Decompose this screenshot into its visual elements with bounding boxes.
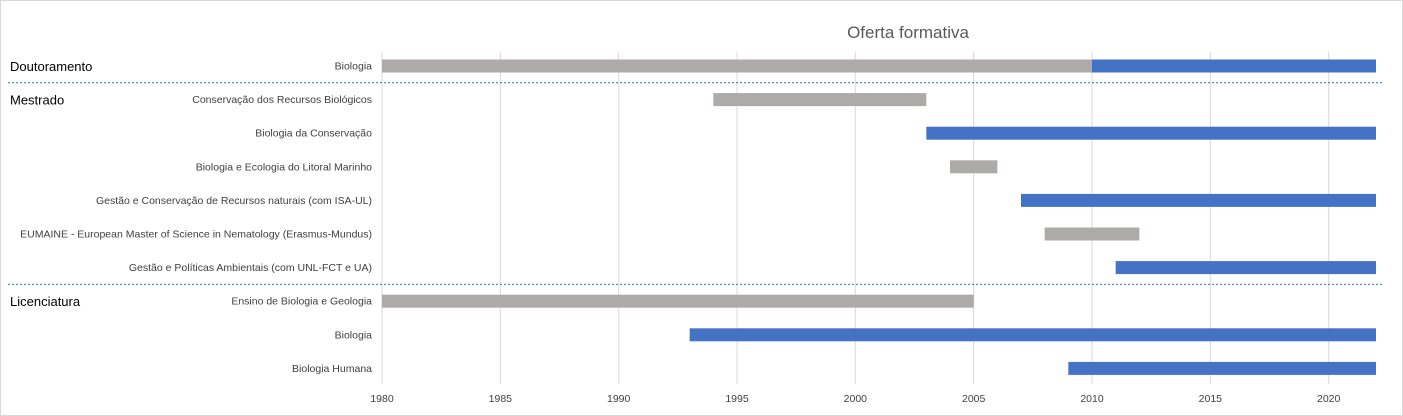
group-label: Mestrado bbox=[10, 93, 64, 108]
category-label: EUMAINE - European Master of Science in … bbox=[20, 229, 372, 241]
group-separators bbox=[8, 82, 1384, 285]
bar-current bbox=[1068, 361, 1376, 375]
bar-historical bbox=[382, 59, 1092, 73]
bar-historical bbox=[713, 93, 927, 107]
x-tick-label: 2020 bbox=[1317, 393, 1341, 405]
category-label: Biologia Humana bbox=[292, 363, 372, 375]
category-label: Biologia bbox=[335, 61, 373, 73]
chart-title: Oferta formativa bbox=[847, 23, 969, 42]
group-label: Doutoramento bbox=[10, 59, 92, 74]
category-label: Ensino de Biologia e Geologia bbox=[231, 296, 372, 308]
bar-historical bbox=[1044, 227, 1140, 241]
group-label: Licenciatura bbox=[10, 294, 81, 309]
category-label: Biologia e Ecologia do Litoral Marinho bbox=[196, 161, 372, 173]
category-label: Biologia da Conservação bbox=[255, 128, 372, 140]
x-tick-label: 1985 bbox=[489, 393, 513, 405]
x-tick-label: 2000 bbox=[844, 393, 868, 405]
bars-layer bbox=[382, 59, 1376, 375]
category-label: Biologia bbox=[335, 329, 373, 341]
bar-current bbox=[1115, 261, 1376, 275]
labels-layer: 1980 1985 1990 1995 2000 2005 2010 2015 2020 Dout… bbox=[10, 59, 1341, 405]
x-tick-label: 1990 bbox=[607, 393, 631, 405]
x-tick-label: 1995 bbox=[725, 393, 749, 405]
category-label: Gestão e Políticas Ambientais (com UNL-F… bbox=[129, 262, 372, 274]
category-label: Gestão e Conservação de Recursos naturai… bbox=[96, 195, 372, 207]
x-tick-label: 1980 bbox=[370, 393, 394, 405]
bar-current bbox=[1021, 193, 1376, 207]
bar-current bbox=[1092, 59, 1376, 73]
category-label: Conservação dos Recursos Biológicos bbox=[192, 94, 372, 106]
bar-historical bbox=[950, 160, 998, 174]
x-tick-label: 2005 bbox=[962, 393, 986, 405]
bar-current bbox=[689, 328, 1376, 342]
x-tick-label: 2010 bbox=[1080, 393, 1104, 405]
bar-current bbox=[926, 126, 1376, 140]
x-tick-label: 2015 bbox=[1199, 393, 1223, 405]
bar-historical bbox=[382, 294, 974, 308]
